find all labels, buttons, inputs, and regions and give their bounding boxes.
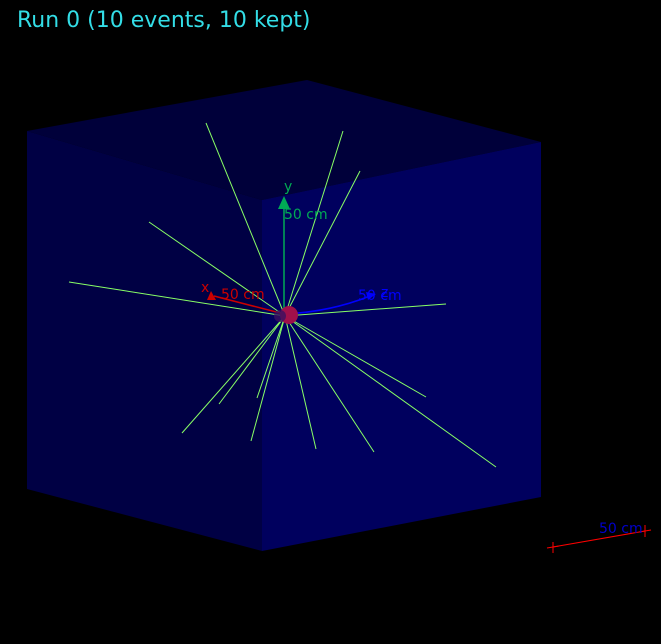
x-axis-name: x [201,280,209,296]
trajectory-line [68,281,286,317]
axes: y 50 cm x 50 cm z 50 cm [201,179,402,324]
world-volume-back-face [27,80,541,200]
trajectory-line [284,315,497,468]
y-axis-arrow [278,196,290,209]
trajectory-line [284,170,361,317]
trajectory-line [256,315,286,399]
y-axis-name: y [284,179,292,195]
run-title: Run 0 (10 events, 10 kept) [17,8,311,33]
trajectory-line [284,303,447,317]
trajectory-line [284,315,375,453]
trajectory-line [181,315,286,434]
x-axis-line [213,295,285,315]
z-axis-arrow [366,292,376,300]
scale-bar: 50 cm [546,521,652,553]
trajectory-line [284,130,344,317]
x-axis-arrow [207,291,216,300]
trajectory-line [205,122,286,317]
trajectory-line [284,315,317,450]
trajectory-line [284,315,427,398]
world-volume-left-face [27,131,262,551]
z-axis-name: z [381,285,388,301]
trajectory-line [218,315,286,405]
world-volume [27,80,541,551]
scale-bar-line [552,530,646,548]
trajectories [68,122,497,468]
z-axis-scale-label: 50 cm [358,288,402,304]
x-axis-scale-label: 50 cm [221,287,265,303]
trajectory-line [250,315,286,442]
world-volume-right-face [262,142,541,551]
scale-bar-label: 50 cm [599,521,643,537]
origin-vertex-shadow [274,310,286,322]
trajectory-line [148,221,286,317]
y-axis-scale-label: 50 cm [284,207,328,223]
